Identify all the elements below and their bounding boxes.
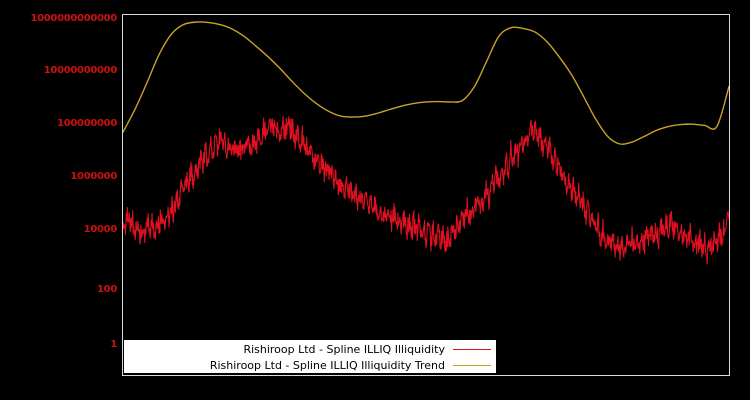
y-tick-label: 1000000000000 [30, 13, 117, 24]
y-tick-label: 100000000 [57, 118, 117, 129]
legend-entry-trend: Rishiroop Ltd - Spline ILLIQ Illiquidity… [125, 358, 495, 373]
y-tick-label: 10000 [83, 224, 118, 235]
legend-line-swatch-illiq [453, 349, 491, 350]
y-tick-label: 1000000 [70, 171, 117, 182]
series-line-trend [123, 21, 729, 145]
legend-line-swatch-trend [453, 365, 491, 366]
legend-label: Rishiroop Ltd - Spline ILLIQ Illiquidity [243, 342, 445, 356]
legend-label: Rishiroop Ltd - Spline ILLIQ Illiquidity… [209, 358, 445, 372]
y-tick-label: 10000000000 [43, 65, 118, 76]
y-axis-tick-labels: 1000000000000 10000000000 100000000 1000… [0, 0, 117, 400]
chart-canvas [123, 21, 729, 265]
plot-area [122, 14, 730, 376]
series-line-illiq [123, 115, 729, 265]
chart-legend: Rishiroop Ltd - Spline ILLIQ Illiquidity… [124, 340, 496, 373]
legend-entry-illiq: Rishiroop Ltd - Spline ILLIQ Illiquidity [125, 342, 495, 357]
y-tick-label: 100 [97, 284, 117, 295]
y-tick-label: 1 [110, 339, 117, 350]
